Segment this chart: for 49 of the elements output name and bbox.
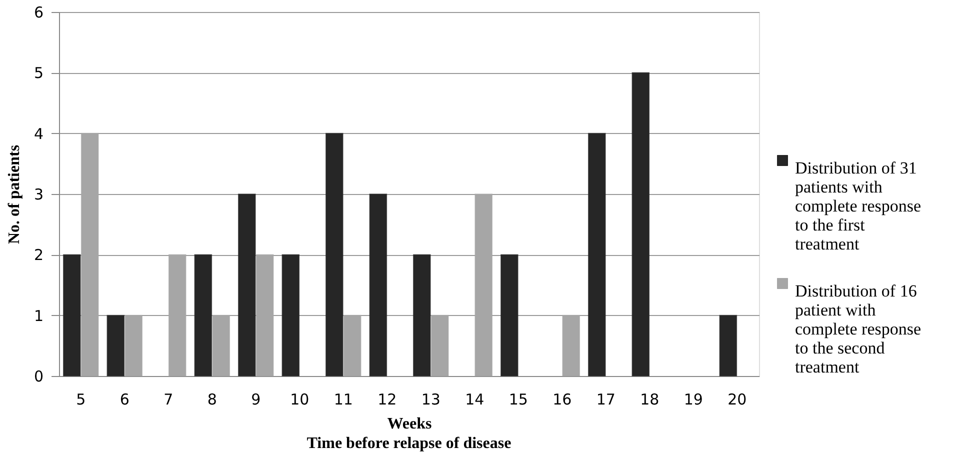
bar [719,314,738,376]
bar [562,314,580,376]
bar [412,254,431,376]
y-tick-label: 0 [34,368,44,386]
legend-label: Distribution of 16 patient with complete response to the second treatment [795,282,922,376]
x-tick-label: 5 [76,390,86,408]
x-tick-label: 6 [120,390,130,408]
x-tick-label: 8 [207,390,217,408]
bar [588,132,606,376]
bar [430,314,449,376]
bar [212,314,230,376]
bar [500,254,518,376]
x-tick-label: 15 [508,390,528,408]
legend-label: Distribution of 31 patients with complete response to the first treatment [795,158,922,254]
bar [106,314,125,376]
x-tick-label: 20 [728,390,747,408]
y-tick-label: 2 [34,246,44,264]
bar [282,254,300,376]
x-tick-label: 14 [465,390,484,408]
y-axis-title: No. of patients [6,144,23,244]
bar [194,254,212,376]
text: Time before relapse of disease [306,435,512,452]
x-tick-label: 12 [378,390,397,408]
bar [369,194,388,376]
x-tick-label: 18 [640,390,660,408]
bar [168,254,186,376]
bar [256,254,274,376]
y-tick-label: 3 [34,186,44,204]
x-tick-label: 9 [251,390,261,408]
bar [343,314,362,376]
y-tick-label: 1 [34,306,44,325]
x-tick-label: 10 [290,390,310,408]
bar [238,194,256,376]
x-tick-label: 19 [684,390,703,408]
y-tick-label: 4 [34,124,44,143]
x-tick-label: 16 [552,390,572,408]
bar [632,72,650,376]
bar [80,132,99,376]
bar [474,194,493,376]
x-tick-label: 11 [334,390,353,408]
x-tick-label: 13 [421,390,440,408]
y-tick-label: 6 [34,4,44,22]
bar [62,254,81,376]
y-tick-label: 5 [34,64,44,82]
bar [325,132,344,376]
bar [124,314,143,376]
x-tick-label: 7 [164,390,174,408]
x-tick-label: 17 [596,390,616,408]
x-axis-title: Weeks [387,416,432,432]
